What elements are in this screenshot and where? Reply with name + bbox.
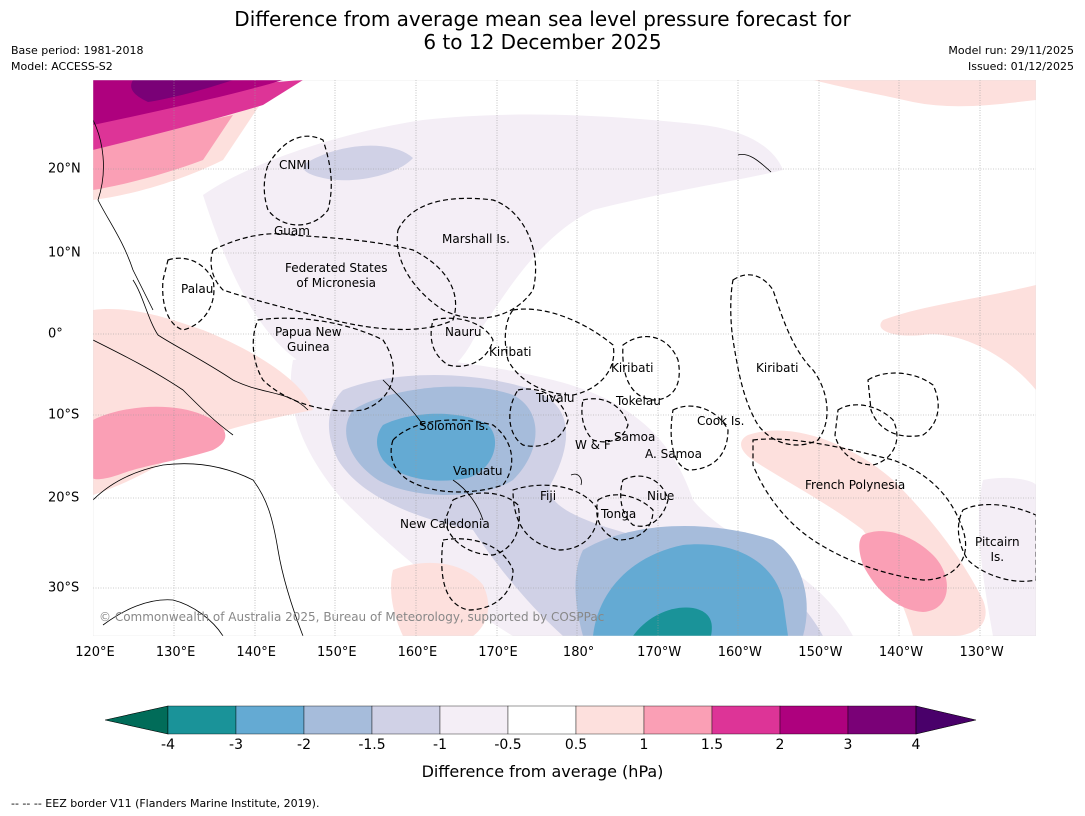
coastlines (93, 119, 772, 636)
lon-tick-label: 170°E (478, 645, 518, 660)
anomaly-purple-region (131, 80, 233, 102)
label-fiji: Fiji (540, 489, 557, 503)
colorbar-tick-label: -1 (433, 737, 447, 753)
colorbar-tick-label: 3 (843, 737, 853, 753)
colorbar-segment (235, 705, 305, 735)
base-period-text: Base period: 1981-2018 (11, 44, 144, 57)
colorbar-segment (167, 705, 237, 735)
label-kiribati-east: Kiribati (756, 361, 799, 375)
title-line-2: 6 to 12 December 2025 (423, 30, 662, 54)
label-fsm: Federated States of Micronesia (285, 261, 387, 291)
anomaly-pink-regions (93, 115, 947, 612)
lat-tick-label: 0° (48, 326, 63, 342)
colorbar-segment (643, 705, 713, 735)
map-plot (93, 80, 1036, 636)
lat-tick-label: 10°S (48, 407, 80, 423)
model-run-text: Model run: 29/11/2025 (948, 44, 1074, 57)
label-kiribati-west: Kiribati (489, 345, 532, 359)
anomaly-magenta-regions (93, 80, 303, 150)
label-fsm-line1: Federated States (285, 261, 388, 275)
meta-left: Base period: 1981-2018 Model: ACCESS-S2 (11, 43, 143, 75)
lon-tick-label: 120°E (75, 645, 115, 660)
anomaly-teal-region (633, 607, 712, 636)
colorbar-segment (507, 705, 577, 735)
colorbar-segment (779, 705, 849, 735)
lat-tick-label: 30°S (48, 580, 80, 596)
colorbar-tick-label: -4 (161, 737, 175, 753)
label-wf: W & F (575, 438, 611, 452)
colorbar-tick-label: -2 (297, 737, 311, 753)
label-tonga: Tonga (601, 507, 637, 521)
eez-legend-footer: -- -- -- EEZ border V11 (Flanders Marine… (11, 797, 320, 810)
label-new-caledonia: New Caledonia (400, 517, 490, 531)
lon-tick-label: 140°E (236, 645, 276, 660)
colorbar-segment (711, 705, 781, 735)
label-marshall: Marshall Is. (442, 232, 510, 246)
lon-tick-label: 150°W (798, 645, 843, 660)
colorbar-tick-label: 2 (775, 737, 785, 753)
label-tuvalu: Tuvalu (536, 391, 575, 405)
label-pitcairn: Pitcairn Is. (975, 535, 1020, 565)
label-niue: Niue (647, 489, 675, 503)
colorbar-title: Difference from average (hPa) (421, 762, 664, 781)
label-png-line1: Papua New (275, 325, 342, 339)
colorbar (105, 705, 977, 735)
colorbar-segment (371, 705, 441, 735)
meta-right: Model run: 29/11/2025 Issued: 01/12/2025 (948, 43, 1074, 75)
lon-tick-label: 150°E (317, 645, 357, 660)
label-cnmi: CNMI (279, 158, 311, 172)
issued-text: Issued: 01/12/2025 (967, 60, 1074, 73)
colorbar-over-arrow (915, 705, 977, 735)
lat-tick-label: 20°N (48, 161, 81, 177)
chart-title: Difference from average mean sea level p… (0, 8, 1085, 54)
label-guam: Guam (274, 224, 310, 238)
label-french-polynesia: French Polynesia (805, 478, 906, 492)
lat-tick-label: 20°S (48, 490, 80, 506)
colorbar-segment (439, 705, 509, 735)
label-american-samoa: A. Samoa (645, 447, 702, 461)
model-text: Model: ACCESS-S2 (11, 60, 113, 73)
label-vanuatu: Vanuatu (453, 464, 503, 478)
lon-tick-label: 130°E (155, 645, 196, 660)
label-kiribati-central: Kiribati (611, 361, 654, 375)
label-fsm-line2: of Micronesia (296, 276, 377, 290)
colorbar-segment (575, 705, 645, 735)
lon-tick-label: 140°W (878, 645, 924, 660)
lon-tick-label: 130°W (959, 645, 1004, 660)
lon-tick-label: 170°W (637, 645, 682, 660)
lon-tick-label: 160°E (397, 645, 438, 660)
colorbar-under-arrow (105, 705, 169, 735)
lon-tick-label: 180° (562, 645, 595, 660)
lon-tick-label: 160°W (717, 645, 762, 660)
colorbar-segment (847, 705, 917, 735)
label-solomon: Solomon Is. (419, 419, 489, 433)
colorbar-segment (303, 705, 373, 735)
colorbar-tick-label: 1 (639, 737, 649, 753)
colorbar-tick-label: 1.5 (700, 737, 724, 753)
label-tokelau: Tokelau (616, 394, 661, 408)
label-png: Papua New Guinea (275, 325, 342, 355)
colorbar-tick-label: -1.5 (358, 737, 386, 753)
title-line-1: Difference from average mean sea level p… (234, 7, 851, 31)
label-nauru: Nauru (445, 325, 482, 339)
lat-tick-label: 10°N (48, 245, 81, 261)
label-samoa: Samoa (614, 430, 656, 444)
label-pitcairn-line1: Pitcairn (975, 535, 1020, 549)
colorbar-tick-label: -0.5 (494, 737, 522, 753)
label-cook: Cook Is. (697, 414, 745, 428)
label-pitcairn-line2: Is. (990, 550, 1005, 564)
colorbar-tick-label: -3 (229, 737, 243, 753)
copyright-text: © Commonwealth of Australia 2025, Bureau… (99, 610, 605, 624)
eez-borders (162, 135, 1036, 611)
label-palau: Palau (181, 282, 214, 296)
colorbar-tick-label: 4 (911, 737, 921, 753)
label-png-line2: Guinea (287, 340, 330, 354)
colorbar-tick-label: 0.5 (564, 737, 588, 753)
